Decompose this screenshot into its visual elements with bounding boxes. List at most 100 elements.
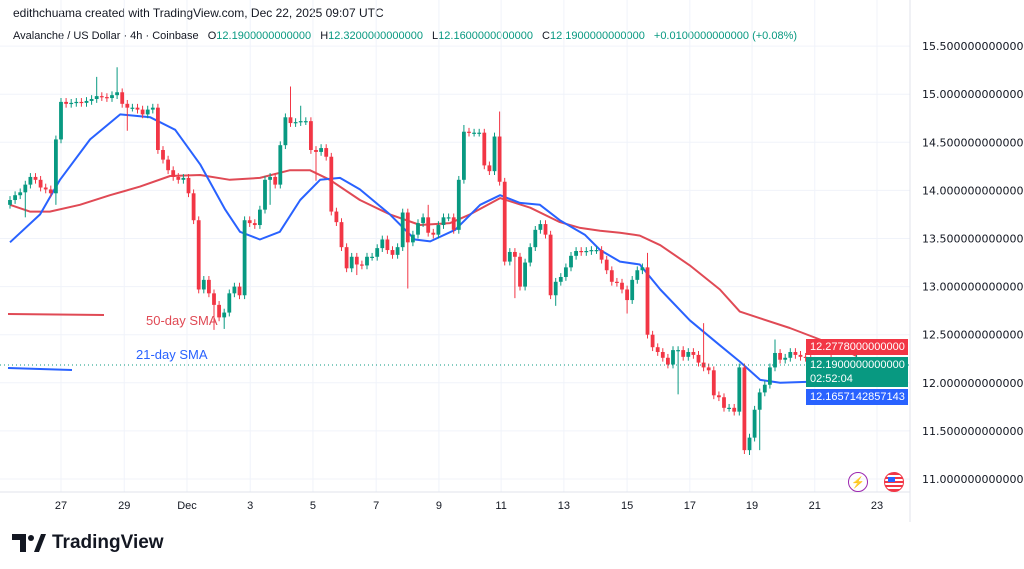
candle [171,166,176,181]
candle [212,289,216,330]
candle-body [507,251,512,262]
price-axis: 11.0000000000000 11.5000000000000 12.00000… [909,0,1024,522]
symbol-title[interactable]: Avalanche / US Dollar · 4h · Coinbase [13,30,199,42]
candle [43,183,48,194]
candle-body [467,131,471,133]
candle [446,213,451,222]
candle-body [513,251,517,257]
candle [18,188,23,200]
candle-body [691,352,696,355]
candle-body [105,97,109,99]
high-value: 12.3200000000000 [328,30,423,42]
candle-body [314,149,318,152]
candle [79,98,84,107]
candle-body [140,109,145,115]
candle [538,220,543,234]
candle [747,433,752,455]
candle-body [69,102,74,105]
close-label: C [542,30,550,42]
lightning-icon[interactable]: ⚡ [848,472,868,492]
candle [283,113,288,150]
x-tick-label: 23 [871,500,883,512]
candle-body [558,276,563,282]
candle [487,161,492,176]
candle-body [227,293,232,313]
candle-body [212,293,216,305]
last-price-value: 12.1900000000000 [810,359,905,371]
sma21-annotation: 21-day SMA [136,347,208,362]
candle [477,128,482,137]
candle-body [604,259,609,271]
candle-body [589,250,594,252]
candle [105,93,109,102]
candle-body [421,217,425,224]
candle [569,251,573,272]
candle-body [757,392,762,410]
candle [594,246,599,254]
candle-body [431,232,436,235]
candle-body [451,217,456,230]
candle-body [518,256,522,287]
candle-body [222,312,227,318]
candle-body [79,101,84,104]
candle [191,189,196,225]
candle [650,330,655,352]
candle [696,351,701,367]
candle [334,207,339,226]
candle-body [696,354,701,363]
candle [762,380,767,397]
candle [543,220,548,239]
candle-body [564,267,568,277]
candle-body [793,352,798,355]
candle [604,255,609,275]
candle-body [681,350,686,357]
candle-body [319,148,323,152]
candle [360,260,364,270]
x-tick-label: 5 [310,500,316,512]
candle [492,132,497,176]
candle-body [548,234,553,296]
candle [375,244,380,261]
candle-body [742,367,747,451]
x-tick-label: 27 [55,500,67,512]
candle-body [339,222,344,248]
us-flag-icon[interactable] [884,472,904,492]
x-tick-label: 21 [809,500,821,512]
candle-body [594,250,599,252]
candle-body [150,107,155,110]
candle [421,213,425,227]
candle [161,146,165,164]
candle-body [615,281,619,283]
x-tick-label: 13 [558,500,570,512]
sma50-legend-line [7,313,105,316]
candle [467,127,471,137]
tradingview-logo-icon [12,534,46,552]
candle [589,246,594,255]
candle [329,152,334,216]
candle [110,91,114,102]
candle-body [64,101,68,104]
candle-body [115,92,119,96]
candle [13,191,17,204]
candle [268,173,272,205]
candle-body [711,370,716,396]
open-value: 12.1900000000000 [216,30,312,42]
candle [783,353,788,364]
candle [339,218,344,252]
candle [507,248,512,266]
candle-body [130,107,135,109]
candle [145,105,150,119]
candle [411,230,415,247]
candle [115,67,119,100]
candle-body [773,352,777,368]
candle [482,128,487,170]
candle [778,349,782,364]
candle [528,243,533,267]
candle-body [701,362,706,368]
candle [798,351,803,361]
candle [354,252,359,276]
candle-body [196,220,201,290]
x-tick-label: 9 [436,500,442,512]
candle-body [344,247,349,269]
